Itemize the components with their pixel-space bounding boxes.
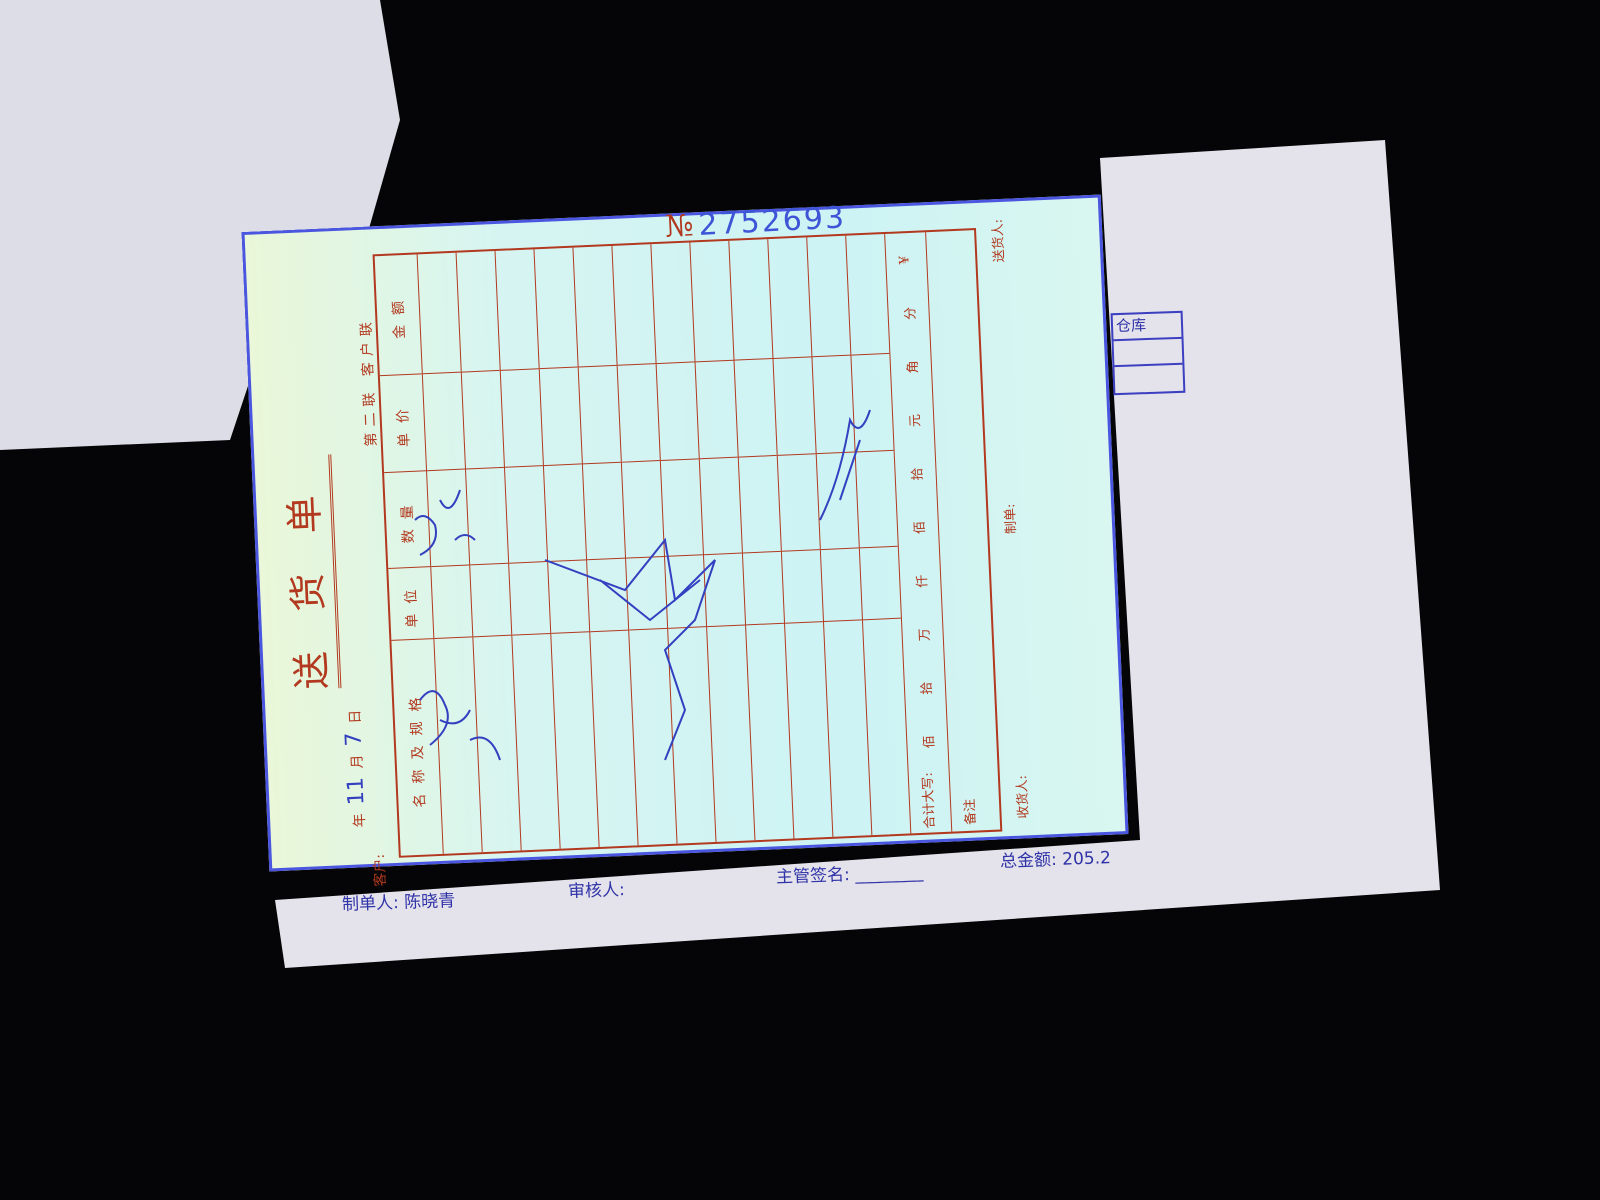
table-cell	[816, 451, 859, 550]
table-cell	[777, 452, 820, 551]
table-cell	[612, 244, 655, 365]
total-unit: 拾	[909, 467, 926, 481]
total-unit: 万	[916, 627, 933, 642]
serial-label: №	[664, 208, 695, 245]
table-cell	[699, 456, 742, 555]
total-unit: 仟	[914, 574, 931, 588]
supervisor-label: 主管签名:	[775, 864, 851, 888]
table-cell	[496, 249, 539, 370]
warehouse-box: 仓库	[1110, 310, 1186, 396]
table-cell	[534, 248, 577, 369]
col-amount: 金额	[390, 290, 409, 340]
table-cell	[656, 361, 699, 460]
items-table: 名称及规格 单位 数量 单价 金额 合计大写: 佰拾万仟佰拾元角分 ¥ 备注	[372, 228, 1003, 858]
month-value: 11	[343, 776, 370, 806]
table-cell	[548, 559, 590, 634]
year-label: 年	[351, 813, 369, 828]
table-cell	[773, 356, 816, 455]
total-amount-label: 总金额:	[999, 849, 1058, 872]
table-cell	[431, 564, 473, 639]
table-cell	[855, 449, 898, 548]
table-cell	[461, 370, 504, 469]
total-unit: 拾	[919, 681, 935, 696]
day-value: 7	[341, 731, 367, 747]
table-cell	[807, 236, 850, 357]
total-unit: ¥	[896, 255, 912, 265]
table-cell	[738, 454, 781, 553]
table-cell	[768, 237, 811, 358]
table-cell	[422, 371, 465, 470]
prepared-by-value: 陈晓青	[403, 891, 456, 913]
customer-label: 客户:	[371, 853, 390, 887]
total-unit: 分	[902, 306, 919, 321]
table-cell	[500, 368, 543, 467]
table-cell	[690, 241, 733, 362]
table-cell	[539, 366, 582, 465]
table-cell	[812, 354, 855, 453]
total-amount: 总金额: 205.2	[999, 843, 1112, 872]
receiver-label: 收货人:	[1014, 774, 1032, 819]
form-title: 送货单	[271, 454, 342, 691]
date-field: 年 11 月 7 日	[340, 709, 370, 828]
table-cell	[729, 239, 772, 360]
table-cell	[846, 234, 889, 355]
table-cell	[742, 550, 785, 625]
table-cell	[543, 462, 587, 561]
table-cell	[820, 547, 862, 622]
col-quantity: 数量	[384, 469, 431, 568]
reviewer-label: 审核人:	[567, 880, 626, 902]
prepared-by-label: 制单人:	[341, 892, 400, 915]
table-cell	[509, 560, 551, 636]
table-cell	[734, 358, 777, 457]
table-cell	[695, 359, 738, 458]
total-amount-value: 205.2	[1061, 848, 1112, 870]
table-cell	[621, 459, 664, 558]
delivery-note-form: 送货单 第二联 客户联 年 11 月 7 日 客户: 名称及规格 单位 数量 单…	[241, 194, 1129, 887]
table-cell	[582, 461, 626, 560]
table-cell	[418, 253, 461, 374]
table-cell	[465, 466, 509, 565]
warehouse-label: 仓库	[1112, 312, 1182, 342]
table-cell	[457, 251, 500, 372]
month-label: 月	[349, 754, 366, 769]
table-cell	[617, 363, 660, 462]
col-unit: 单位	[388, 566, 434, 641]
table-cell	[851, 353, 894, 452]
preparer-label: 制单:	[1003, 503, 1020, 535]
table-cell	[781, 549, 823, 624]
table-cell	[660, 457, 703, 556]
table-cell	[578, 365, 621, 463]
table-cell	[504, 464, 548, 563]
table-cell	[859, 545, 901, 620]
supervisor-signature: 主管签名: ________	[775, 862, 924, 888]
total-unit: 角	[905, 360, 921, 374]
total-label: 合计大写:	[920, 771, 939, 829]
day-label: 日	[347, 709, 364, 725]
table-cell	[651, 243, 694, 364]
total-unit: 佰	[921, 734, 938, 749]
table-cell	[626, 555, 668, 630]
table-cell	[587, 557, 629, 632]
col-unit-price: 单价	[379, 373, 426, 472]
total-unit: 佰	[912, 520, 928, 535]
total-unit: 元	[907, 413, 924, 428]
table-cell	[426, 468, 470, 567]
prepared-by: 制单人: 陈晓青	[342, 886, 456, 915]
deliverer-label: 送货人:	[990, 218, 1008, 263]
table-cell	[664, 554, 707, 629]
table-cell	[470, 562, 512, 637]
table-cell	[573, 246, 616, 367]
table-cell	[703, 552, 746, 627]
